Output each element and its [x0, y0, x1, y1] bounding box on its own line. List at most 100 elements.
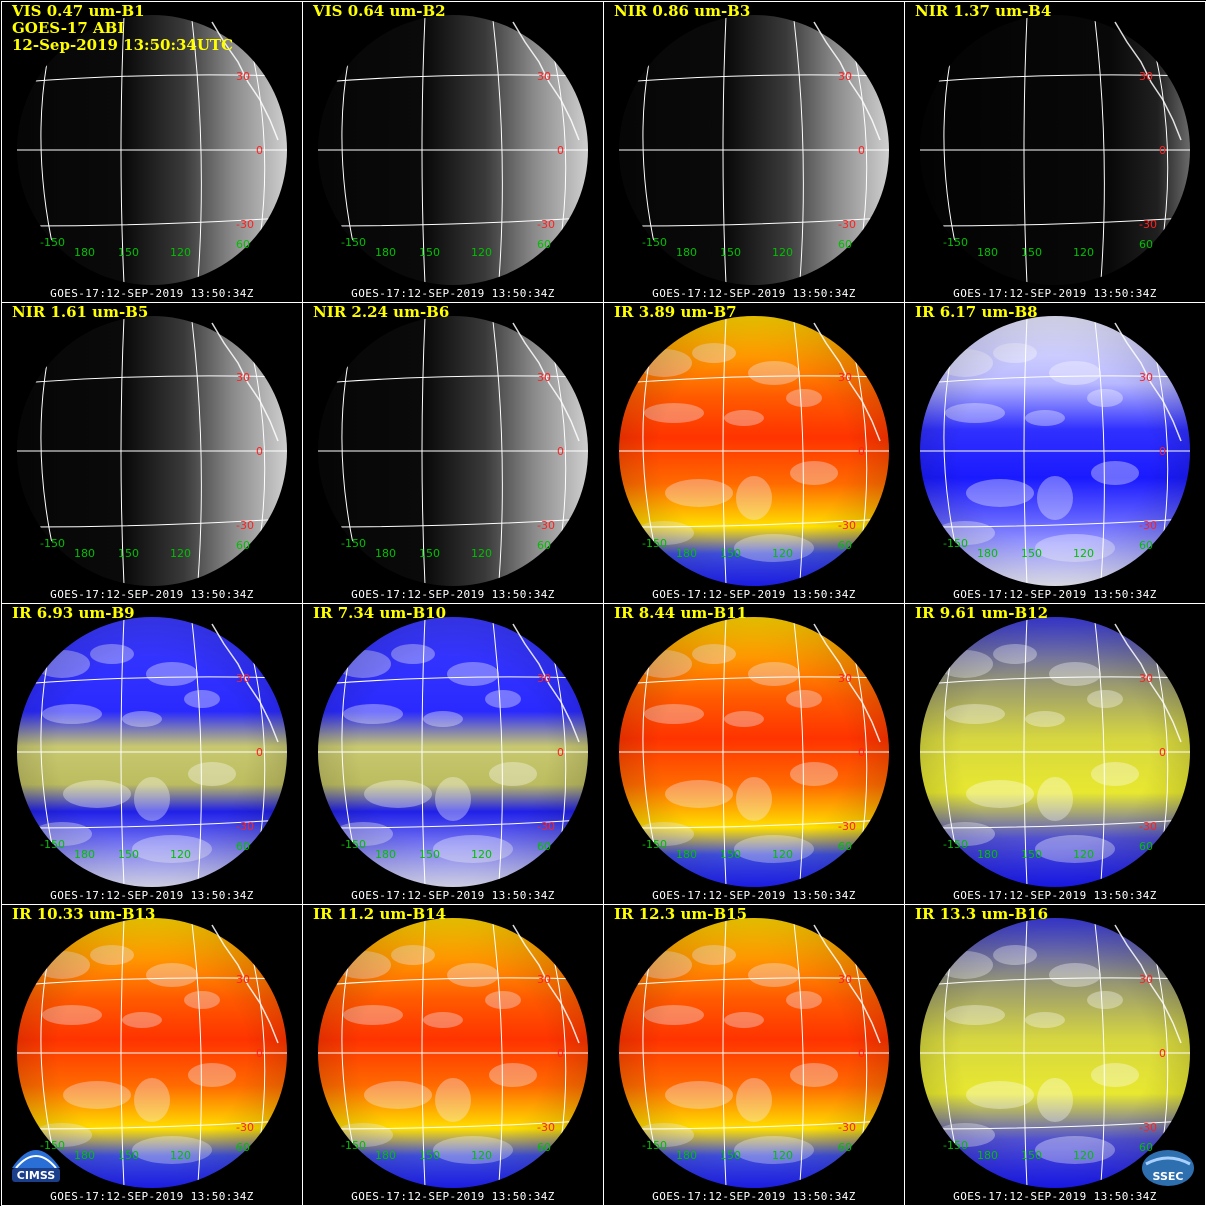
longitude-label: 60	[537, 539, 551, 552]
longitude-label: -150	[40, 838, 65, 851]
latitude-label: 30	[1139, 973, 1153, 986]
earth-disk-image: 30 0 -30 -150 180 150 120 60	[318, 617, 588, 887]
latitude-label: 0	[256, 445, 263, 458]
latitude-label: 30	[838, 973, 852, 986]
coastline	[813, 924, 881, 1044]
longitude-label: 150	[118, 547, 139, 560]
latitude-label: 0	[1159, 144, 1166, 157]
latitude-label: -30	[838, 218, 856, 231]
band-panel: 30 0 -30 -150 180 150 120 60 IR 8.44 um-B11 GOES-…	[603, 603, 905, 905]
longitude-label: 180	[676, 547, 697, 560]
latitude-label: -30	[1139, 218, 1157, 231]
latitude-label: -30	[537, 519, 555, 532]
latitude-label: -30	[537, 218, 555, 231]
longitude-label: -150	[40, 1139, 65, 1152]
latitude-label: 0	[256, 746, 263, 759]
longitude-label: 120	[772, 848, 793, 861]
graticule	[17, 15, 287, 285]
latitude-label: 0	[1159, 746, 1166, 759]
longitude-label: 60	[537, 1141, 551, 1154]
longitude-label: 180	[74, 246, 95, 259]
longitude-label: -150	[40, 236, 65, 249]
ssec-logo-text: SSEC	[1153, 1170, 1184, 1183]
panel-footer-timestamp: GOES-17:12-SEP-2019 13:50:34Z	[652, 588, 856, 601]
longitude-label: 60	[838, 840, 852, 853]
coastline	[211, 623, 279, 743]
longitude-label: 150	[1021, 246, 1042, 259]
coastline	[512, 623, 580, 743]
earth-disk-image: 30 0 -30 -150 180 150 120 60	[920, 617, 1190, 887]
coastline	[1114, 623, 1182, 743]
graticule	[318, 617, 588, 887]
graticule	[619, 316, 889, 586]
latitude-label: 30	[838, 70, 852, 83]
coastline	[211, 924, 279, 1044]
earth-disk-image: 30 0 -30 -150 180 150 120 60	[17, 617, 287, 887]
longitude-label: 60	[838, 238, 852, 251]
longitude-label: 150	[419, 1149, 440, 1162]
band-title: NIR 0.86 um-B3	[614, 2, 751, 20]
earth-disk-image: 30 0 -30 -150 180 150 120 60	[920, 316, 1190, 586]
latitude-label: 30	[537, 672, 551, 685]
graticule	[920, 316, 1190, 586]
panel-footer-timestamp: GOES-17:12-SEP-2019 13:50:34Z	[50, 287, 254, 300]
latitude-label: 0	[858, 144, 865, 157]
earth-disk-image: 30 0 -30 -150 180 150 120 60	[17, 918, 287, 1188]
band-title: IR 3.89 um-B7	[614, 303, 737, 321]
longitude-label: 120	[170, 848, 191, 861]
band-title: IR 6.17 um-B8	[915, 303, 1038, 321]
earth-disk-image: 30 0 -30 -150 180 150 120 60	[619, 918, 889, 1188]
band-title: IR 9.61 um-B12	[915, 604, 1049, 622]
longitude-label: 150	[419, 848, 440, 861]
latitude-label: 30	[1139, 672, 1153, 685]
latitude-label: 30	[1139, 371, 1153, 384]
cimss-logo-text: CIMSS	[17, 1169, 56, 1182]
band-title: VIS 0.47 um-B1	[12, 2, 145, 20]
longitude-label: 120	[1073, 848, 1094, 861]
longitude-label: 60	[537, 238, 551, 251]
band-panel: 30 0 -30 -150 180 150 120 60 NIR 1.61 um-B5 GOES-…	[1, 302, 303, 604]
panel-footer-timestamp: GOES-17:12-SEP-2019 13:50:34Z	[953, 287, 1157, 300]
panel-footer-timestamp: GOES-17:12-SEP-2019 13:50:34Z	[50, 1190, 254, 1203]
coastline	[1114, 322, 1182, 442]
longitude-label: 60	[236, 539, 250, 552]
longitude-label: 150	[720, 246, 741, 259]
coastline	[813, 21, 881, 141]
latitude-label: -30	[537, 1121, 555, 1134]
longitude-label: -150	[341, 1139, 366, 1152]
band-panel: 30 0 -30 -150 180 150 120 60 IR 13.3 um-B16 GOES-…	[904, 904, 1206, 1206]
latitude-label: 30	[838, 371, 852, 384]
longitude-label: 180	[977, 848, 998, 861]
timestamp-label: 12-Sep-2019 13:50:34UTC	[12, 36, 234, 54]
coastline	[512, 21, 580, 141]
longitude-label: 120	[170, 547, 191, 560]
longitude-label: 60	[537, 840, 551, 853]
longitude-label: 180	[676, 848, 697, 861]
longitude-label: -150	[642, 1139, 667, 1152]
panel-footer-timestamp: GOES-17:12-SEP-2019 13:50:34Z	[953, 889, 1157, 902]
longitude-label: -150	[341, 236, 366, 249]
panel-footer-timestamp: GOES-17:12-SEP-2019 13:50:34Z	[351, 889, 555, 902]
graticule	[920, 15, 1190, 285]
earth-disk-image: 30 0 -30 -150 180 150 120 60	[920, 15, 1190, 285]
coastline	[512, 322, 580, 442]
band-title: IR 8.44 um-B11	[614, 604, 748, 622]
band-panel: 30 0 -30 -150 180 150 120 60 IR 12.3 um-B15 GOES-…	[603, 904, 905, 1206]
longitude-label: 60	[838, 1141, 852, 1154]
panel-footer-timestamp: GOES-17:12-SEP-2019 13:50:34Z	[652, 889, 856, 902]
coastline	[211, 21, 279, 141]
band-panel: 30 0 -30 -150 180 150 120 60 IR 9.61 um-B12 GOES-…	[904, 603, 1206, 905]
longitude-label: 120	[170, 1149, 191, 1162]
graticule	[619, 617, 889, 887]
latitude-label: 0	[557, 445, 564, 458]
band-panel: 30 0 -30 -150 180 150 120 60 IR 6.17 um-B8 GOES-1…	[904, 302, 1206, 604]
longitude-label: -150	[642, 838, 667, 851]
longitude-label: -150	[341, 838, 366, 851]
longitude-label: 150	[118, 1149, 139, 1162]
latitude-label: 0	[1159, 445, 1166, 458]
earth-disk-image: 30 0 -30 -150 180 150 120 60	[619, 617, 889, 887]
coastline	[813, 623, 881, 743]
band-panel: 30 0 -30 -150 180 150 120 60 NIR 1.37 um-B4 GOES-…	[904, 1, 1206, 303]
band-title: IR 11.2 um-B14	[313, 905, 447, 923]
longitude-label: 180	[977, 1149, 998, 1162]
